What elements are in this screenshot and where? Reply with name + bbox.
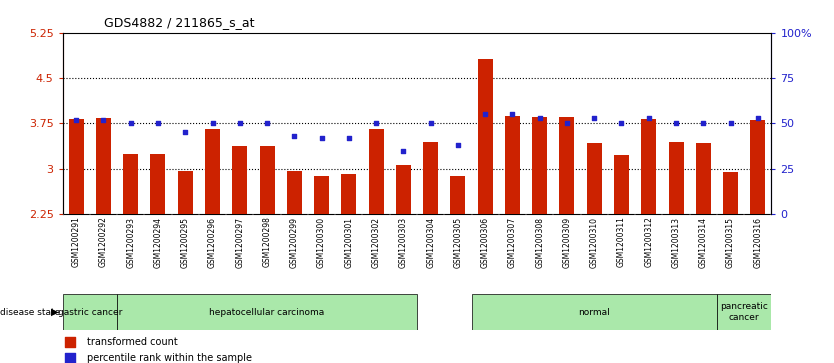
- Bar: [723, 172, 738, 214]
- Bar: [123, 154, 138, 214]
- Bar: [68, 119, 83, 214]
- Bar: [423, 142, 438, 214]
- Point: [424, 121, 437, 126]
- Point: [670, 121, 683, 126]
- Text: disease state: disease state: [0, 308, 60, 317]
- Bar: [751, 121, 766, 214]
- Point: [288, 133, 301, 139]
- Text: pancreatic
cancer: pancreatic cancer: [721, 302, 768, 322]
- Point: [69, 117, 83, 123]
- Text: GSM1200293: GSM1200293: [126, 217, 135, 268]
- Point: [124, 121, 138, 126]
- Text: GSM1200311: GSM1200311: [617, 217, 626, 268]
- Point: [97, 117, 110, 123]
- Text: GSM1200295: GSM1200295: [181, 217, 190, 268]
- Bar: [669, 142, 684, 214]
- Point: [751, 115, 765, 121]
- Text: GSM1200307: GSM1200307: [508, 217, 517, 268]
- Point: [342, 135, 355, 141]
- Text: ▶: ▶: [51, 307, 58, 317]
- Point: [587, 115, 600, 121]
- Text: GSM1200314: GSM1200314: [699, 217, 708, 268]
- Bar: [233, 146, 247, 214]
- FancyBboxPatch shape: [471, 294, 717, 330]
- Point: [315, 135, 329, 141]
- FancyBboxPatch shape: [717, 294, 771, 330]
- Text: GSM1200312: GSM1200312: [644, 217, 653, 268]
- Bar: [314, 176, 329, 214]
- Text: GSM1200305: GSM1200305: [454, 217, 462, 268]
- Text: GSM1200294: GSM1200294: [153, 217, 163, 268]
- Point: [560, 121, 574, 126]
- Point: [178, 130, 192, 135]
- Point: [642, 115, 656, 121]
- Point: [479, 111, 492, 117]
- Bar: [396, 165, 411, 214]
- Point: [151, 121, 164, 126]
- Bar: [505, 115, 520, 214]
- Point: [260, 121, 274, 126]
- Text: GSM1200313: GSM1200313: [671, 217, 681, 268]
- Text: GSM1200302: GSM1200302: [372, 217, 380, 268]
- Text: GSM1200310: GSM1200310: [590, 217, 599, 268]
- Text: GSM1200308: GSM1200308: [535, 217, 545, 268]
- Bar: [178, 171, 193, 214]
- Text: GSM1200303: GSM1200303: [399, 217, 408, 268]
- Point: [696, 121, 710, 126]
- Text: GSM1200304: GSM1200304: [426, 217, 435, 268]
- Bar: [450, 176, 465, 214]
- Text: GSM1200315: GSM1200315: [726, 217, 735, 268]
- Bar: [96, 118, 111, 214]
- Text: GSM1200300: GSM1200300: [317, 217, 326, 268]
- Point: [397, 148, 410, 154]
- Point: [615, 121, 628, 126]
- Bar: [287, 171, 302, 214]
- Text: GSM1200292: GSM1200292: [99, 217, 108, 268]
- Text: GSM1200306: GSM1200306: [480, 217, 490, 268]
- Text: gastric cancer: gastric cancer: [58, 308, 122, 317]
- Bar: [150, 154, 165, 214]
- Text: GDS4882 / 211865_s_at: GDS4882 / 211865_s_at: [104, 16, 254, 29]
- Bar: [259, 146, 274, 214]
- Bar: [369, 130, 384, 214]
- FancyBboxPatch shape: [117, 294, 417, 330]
- Point: [369, 121, 383, 126]
- Bar: [341, 174, 356, 214]
- FancyBboxPatch shape: [63, 294, 117, 330]
- Point: [724, 121, 737, 126]
- Bar: [532, 117, 547, 214]
- Text: normal: normal: [578, 308, 610, 317]
- Point: [505, 111, 519, 117]
- Point: [234, 121, 247, 126]
- Text: GSM1200299: GSM1200299: [289, 217, 299, 268]
- Point: [206, 121, 219, 126]
- Text: percentile rank within the sample: percentile rank within the sample: [88, 353, 253, 363]
- Text: hepatocellular carcinoma: hepatocellular carcinoma: [209, 308, 324, 317]
- Text: GSM1200296: GSM1200296: [208, 217, 217, 268]
- Text: GSM1200309: GSM1200309: [562, 217, 571, 268]
- Text: GSM1200291: GSM1200291: [72, 217, 81, 268]
- Bar: [641, 119, 656, 214]
- Point: [475, 151, 488, 156]
- Bar: [587, 143, 601, 214]
- Point: [533, 115, 546, 121]
- Text: GSM1200316: GSM1200316: [753, 217, 762, 268]
- Bar: [205, 130, 220, 214]
- Text: GSM1200298: GSM1200298: [263, 217, 272, 268]
- Point: [451, 142, 465, 148]
- Point: [475, 299, 488, 305]
- Text: transformed count: transformed count: [88, 337, 178, 347]
- Bar: [696, 143, 711, 214]
- Text: GSM1200301: GSM1200301: [344, 217, 354, 268]
- Bar: [478, 59, 493, 214]
- Bar: [614, 155, 629, 214]
- Text: GSM1200297: GSM1200297: [235, 217, 244, 268]
- Bar: [560, 117, 575, 214]
